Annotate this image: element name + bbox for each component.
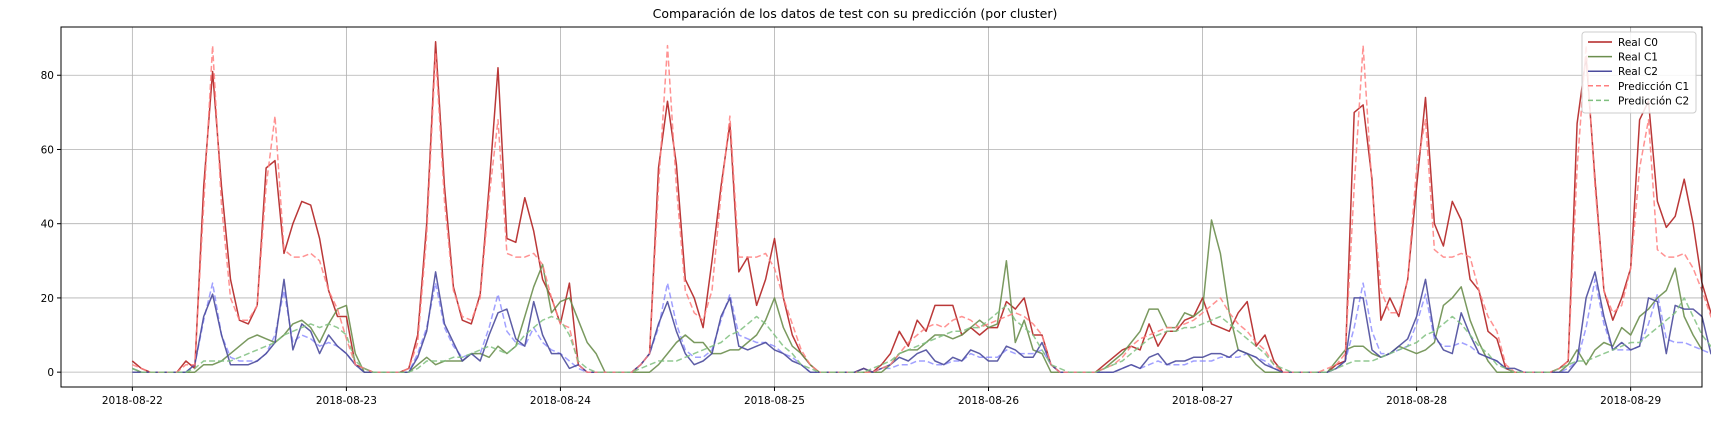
- legend-box: [1581, 31, 1697, 114]
- legend: Real C0 Real C1 Real C2 Predicción C1 Predic…: [1581, 31, 1697, 114]
- y-tick-label: 20: [41, 293, 54, 305]
- series-line-real-c0: [131, 41, 1711, 373]
- x-tick-label: 2018-08-25: [744, 395, 805, 407]
- legend-label: Predicción C2: [1618, 95, 1689, 107]
- series-line-real-c2: [132, 271, 1711, 373]
- series-line-predicci-n-c1: [132, 44, 1711, 373]
- y-axis: 0 20 40 60 80: [41, 70, 61, 379]
- y-tick-label: 60: [41, 144, 54, 156]
- x-tick-label: 2018-08-22: [102, 395, 163, 407]
- legend-label: Real C2: [1618, 66, 1658, 78]
- x-tick-label: 2018-08-29: [1600, 395, 1661, 407]
- series-line-real-c1: [132, 219, 1703, 373]
- plot-series: [131, 41, 1711, 373]
- series-line-predicci-n-c2: [132, 297, 1711, 373]
- legend-label: Predicción C1: [1618, 81, 1689, 93]
- y-tick-label: 80: [41, 70, 54, 82]
- x-tick-label: 2018-08-26: [958, 395, 1019, 407]
- chart-title: Comparación de los datos de test con su …: [653, 6, 1058, 21]
- legend-label: Real C1: [1618, 52, 1658, 64]
- x-tick-label: 2018-08-27: [1172, 395, 1233, 407]
- legend-label: Real C0: [1618, 37, 1658, 49]
- x-tick-label: 2018-08-28: [1386, 395, 1447, 407]
- x-tick-label: 2018-08-24: [530, 395, 591, 407]
- y-tick-label: 0: [47, 367, 54, 379]
- plot-frame: [60, 26, 1703, 388]
- x-tick-label: 2018-08-23: [316, 395, 377, 407]
- grid-lines: [61, 27, 1702, 387]
- x-axis: 2018-08-22 2018-08-23 2018-08-24 2018-08-25…: [102, 387, 1661, 407]
- y-tick-label: 40: [41, 219, 54, 231]
